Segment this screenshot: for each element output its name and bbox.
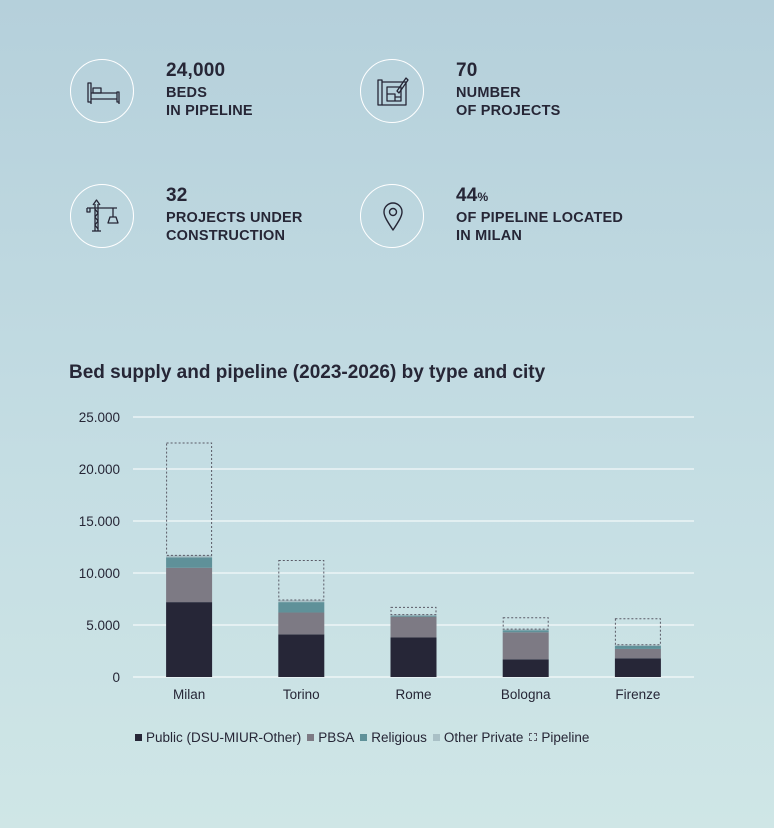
bar-segment-public-dsu-miur-other xyxy=(278,634,325,677)
legend-label: Pipeline xyxy=(541,729,590,745)
blueprint-icon xyxy=(360,59,424,123)
bar-segment-pbsa xyxy=(390,616,437,638)
legend-label: Public (DSU-MIUR-Other) xyxy=(146,729,302,745)
legend-item: Other Private xyxy=(432,729,524,745)
stat-value: 32 xyxy=(166,185,188,206)
bar-segment-other-private xyxy=(502,629,549,631)
x-tick-label: Rome xyxy=(395,687,431,702)
legend-item: PBSA xyxy=(307,730,354,745)
stat-label-line2: IN PIPELINE xyxy=(166,103,253,119)
legend-swatch xyxy=(360,733,368,741)
bar-segment-public-dsu-miur-other xyxy=(502,659,549,677)
legend-label: Other Private xyxy=(443,729,524,745)
bar-segment-pipeline xyxy=(278,560,325,601)
y-tick-label: 15.000 xyxy=(79,514,120,529)
chart-legend: Public (DSU-MIUR-Other) PBSA Religious Othe… xyxy=(135,728,595,746)
x-tick-label: Torino xyxy=(283,687,320,702)
legend-swatch xyxy=(307,733,315,741)
y-tick-label: 0 xyxy=(112,670,120,685)
bar-segment-public-dsu-miur-other xyxy=(614,658,661,677)
legend-item: Public (DSU-MIUR-Other) xyxy=(135,730,301,745)
stat-value: 70 xyxy=(456,60,478,81)
bed-icon xyxy=(70,59,134,123)
chart-title: Bed supply and pipeline (2023-2026) by t… xyxy=(69,362,546,383)
stat-label-line2: CONSTRUCTION xyxy=(166,228,286,244)
bar-segment-public-dsu-miur-other xyxy=(390,637,437,677)
x-tick-label: Bologna xyxy=(501,687,551,702)
legend-swatch xyxy=(529,733,538,741)
legend-swatch xyxy=(135,733,142,741)
stat-label-line1: PROJECTS UNDER xyxy=(166,210,303,226)
legend-swatch xyxy=(432,733,440,741)
bar-segment-pipeline xyxy=(502,617,549,630)
y-tick-label: 20.000 xyxy=(79,462,120,477)
bar-chart: 0 5.000 10.000 15.000 20.000 25.000 Milan Torin… xyxy=(79,410,694,702)
stat-value-number: 44 xyxy=(456,185,478,206)
y-tick-label: 5.000 xyxy=(86,618,120,633)
legend-item: Religious xyxy=(360,730,427,745)
y-tick-label: 10.000 xyxy=(79,566,120,581)
bar-segment-pbsa xyxy=(614,648,661,659)
x-tick-label: Milan xyxy=(173,687,205,702)
bar-segment-pipeline xyxy=(166,442,213,556)
bar-segment-religious xyxy=(278,602,325,613)
legend-label: PBSA xyxy=(318,729,355,745)
bar-segment-public-dsu-miur-other xyxy=(166,602,213,677)
bar-segment-religious xyxy=(502,630,549,633)
stat-label-line2: IN MILAN xyxy=(456,228,523,244)
stat-value-unit: % xyxy=(477,190,489,204)
bar-segment-religious xyxy=(614,645,661,649)
legend-label: Religious xyxy=(371,729,427,745)
stat-label-line1: OF PIPELINE LOCATED xyxy=(456,210,624,226)
stat-value: 44% xyxy=(456,185,488,207)
bar-segment-pipeline xyxy=(614,618,661,646)
legend-item: Pipeline xyxy=(529,730,589,745)
bar-segment-pbsa xyxy=(278,612,325,635)
bar-segment-other-private xyxy=(278,600,325,603)
bar-segment-pipeline xyxy=(390,606,437,616)
location-pin-icon xyxy=(360,184,424,248)
stat-label-line2: OF PROJECTS xyxy=(456,103,561,119)
bar-segment-religious xyxy=(390,615,437,617)
crane-icon xyxy=(70,184,134,248)
y-tick-label: 25.000 xyxy=(79,410,120,425)
x-tick-label: Firenze xyxy=(615,687,660,702)
bar-segment-other-private xyxy=(166,555,213,558)
bar-segment-religious xyxy=(166,557,213,568)
bar-segment-pbsa xyxy=(502,632,549,660)
bar-segment-other-private xyxy=(390,614,437,616)
bar-segment-other-private xyxy=(614,644,661,646)
stat-label-line1: BEDS xyxy=(166,85,208,101)
bar-segment-pbsa xyxy=(166,567,213,603)
stat-label-line1: NUMBER xyxy=(456,85,521,101)
stat-value: 24,000 xyxy=(166,60,226,81)
